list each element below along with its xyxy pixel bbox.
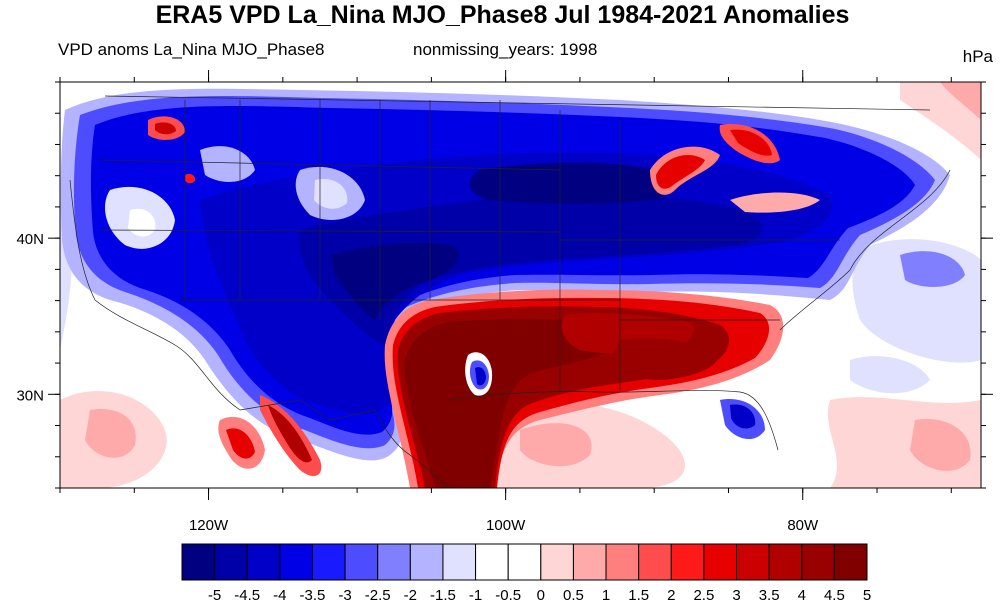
lat-tick-label: 40N <box>16 231 44 248</box>
colorbar-box <box>768 543 803 581</box>
colorbar-label: -2.5 <box>365 587 391 603</box>
colorbar-box <box>279 543 313 581</box>
colorbar-label: 3 <box>732 587 740 603</box>
center-subtitle: nonmissing_years: 1998 <box>413 40 598 59</box>
colorbar-box <box>638 543 672 581</box>
colorbar-label: -4 <box>273 587 286 603</box>
colorbar-box <box>181 543 216 581</box>
colorbar-box <box>409 543 444 581</box>
colorbar-box <box>246 543 281 581</box>
boundary-lines <box>69 95 951 488</box>
lon-tick-label: 100W <box>486 517 526 534</box>
colorbar-box <box>670 543 705 581</box>
colorbar-label: 2 <box>667 587 675 603</box>
colorbar-label: 5 <box>863 587 871 603</box>
colorbar-label: -1.5 <box>430 587 456 603</box>
map-frame <box>59 81 982 489</box>
colorbar-label: -3 <box>338 587 351 603</box>
left-subtitle: VPD anoms La_Nina MJO_Phase8 <box>58 40 325 59</box>
colorbar-label: -2 <box>404 587 417 603</box>
colorbar-label: -3.5 <box>300 587 326 603</box>
colorbar-label: 4.5 <box>824 587 845 603</box>
colorbar-label: -5 <box>208 587 221 603</box>
lat-tick-label: 30N <box>16 387 44 404</box>
colorbar-box <box>540 543 574 581</box>
anomaly-field <box>60 82 981 488</box>
colorbar-label: -1 <box>469 587 482 603</box>
colorbar-label: 0.5 <box>563 587 584 603</box>
colorbar-box <box>311 543 346 581</box>
colorbar-box <box>214 543 248 581</box>
lon-tick-label: 120W <box>189 517 229 534</box>
colorbar-label: 3.5 <box>759 587 780 603</box>
colorbar-label: -0.5 <box>495 587 521 603</box>
colorbar-label: 1.5 <box>628 587 649 603</box>
figure-title: ERA5 VPD La_Nina MJO_Phase8 Jul 1984-202… <box>155 1 850 29</box>
colorbar-label: 4 <box>798 587 806 603</box>
colorbar-box <box>703 543 738 581</box>
units-label: hPa <box>962 47 993 66</box>
lon-tick-label: 80W <box>787 517 819 534</box>
colorbar-labels: -5 -4.5 -4 -3.5 -3 -2.5 -2 -1.5 -1 -0.5 0 0.5 1 1.5 2 2… <box>208 587 871 603</box>
colorbar-box <box>801 543 835 581</box>
colorbar-label: 2.5 <box>693 587 714 603</box>
colorbar-box <box>507 543 542 581</box>
colorbar-box <box>572 543 607 581</box>
colorbar-boxes <box>181 543 868 581</box>
colorbar-box <box>442 543 477 581</box>
colorbar-label: -4.5 <box>234 587 260 603</box>
colorbar-box <box>833 543 868 581</box>
colorbar-box <box>605 543 640 581</box>
colorbar-box <box>344 543 379 581</box>
colorbar-label: 1 <box>602 587 610 603</box>
colorbar-box <box>475 543 509 581</box>
colorbar-label: 0 <box>537 587 545 603</box>
colorbar-box <box>736 543 770 581</box>
colorbar-box <box>377 543 411 581</box>
map-tick-group: 120W 100W 80W 40N 30N <box>16 70 993 534</box>
